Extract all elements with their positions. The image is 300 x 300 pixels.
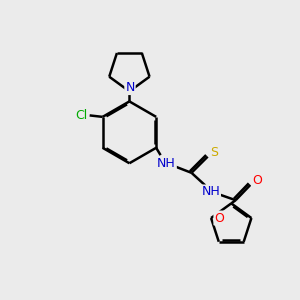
Text: O: O bbox=[214, 212, 224, 224]
Text: NH: NH bbox=[157, 158, 176, 170]
Text: S: S bbox=[210, 146, 218, 159]
Text: O: O bbox=[252, 174, 262, 187]
Text: Cl: Cl bbox=[75, 109, 88, 122]
Text: N: N bbox=[125, 81, 135, 94]
Text: NH: NH bbox=[201, 185, 220, 199]
